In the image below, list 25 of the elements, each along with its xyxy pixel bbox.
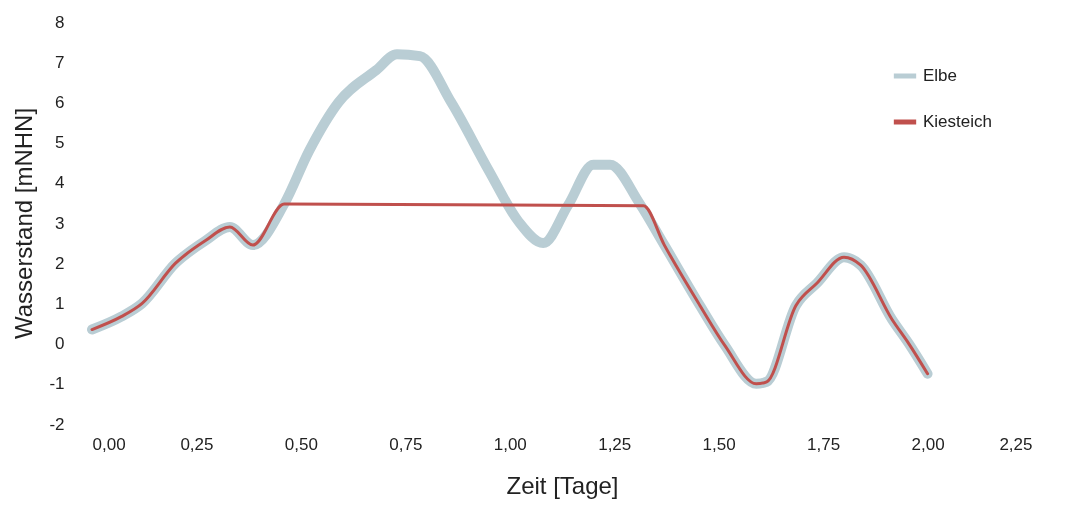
- y-tick-label: 7: [55, 52, 65, 72]
- y-tick-label: 8: [55, 12, 65, 32]
- y-tick-label: -2: [49, 414, 65, 434]
- y-tick-label: 0: [55, 334, 65, 354]
- y-tick-label: 1: [55, 293, 65, 313]
- x-tick-label: 0,00: [92, 434, 126, 454]
- y-tick-label: 4: [55, 173, 65, 193]
- y-tick-label: 5: [55, 133, 65, 153]
- legend-label: Elbe: [923, 66, 958, 85]
- y-tick-label: 3: [55, 213, 65, 233]
- x-tick-label: 1,25: [598, 434, 632, 454]
- y-axis-title: Wasserstand [mNHN]: [10, 107, 38, 340]
- x-tick-label: 1,00: [493, 434, 527, 454]
- y-tick-label: 6: [55, 92, 65, 112]
- y-tick-label: -1: [49, 374, 65, 394]
- x-tick-label: 1,75: [807, 434, 841, 454]
- y-tick-label: 2: [55, 253, 65, 273]
- x-tick-label: 2,00: [911, 434, 945, 454]
- legend-label: Kiesteich: [923, 112, 992, 131]
- x-axis-title: Zeit [Tage]: [506, 471, 619, 499]
- x-tick-label: 0,50: [284, 434, 318, 454]
- x-tick-label: 0,25: [180, 434, 214, 454]
- x-tick-label: 0,75: [389, 434, 423, 454]
- x-tick-label: 1,50: [702, 434, 736, 454]
- x-tick-label: 2,25: [999, 434, 1033, 454]
